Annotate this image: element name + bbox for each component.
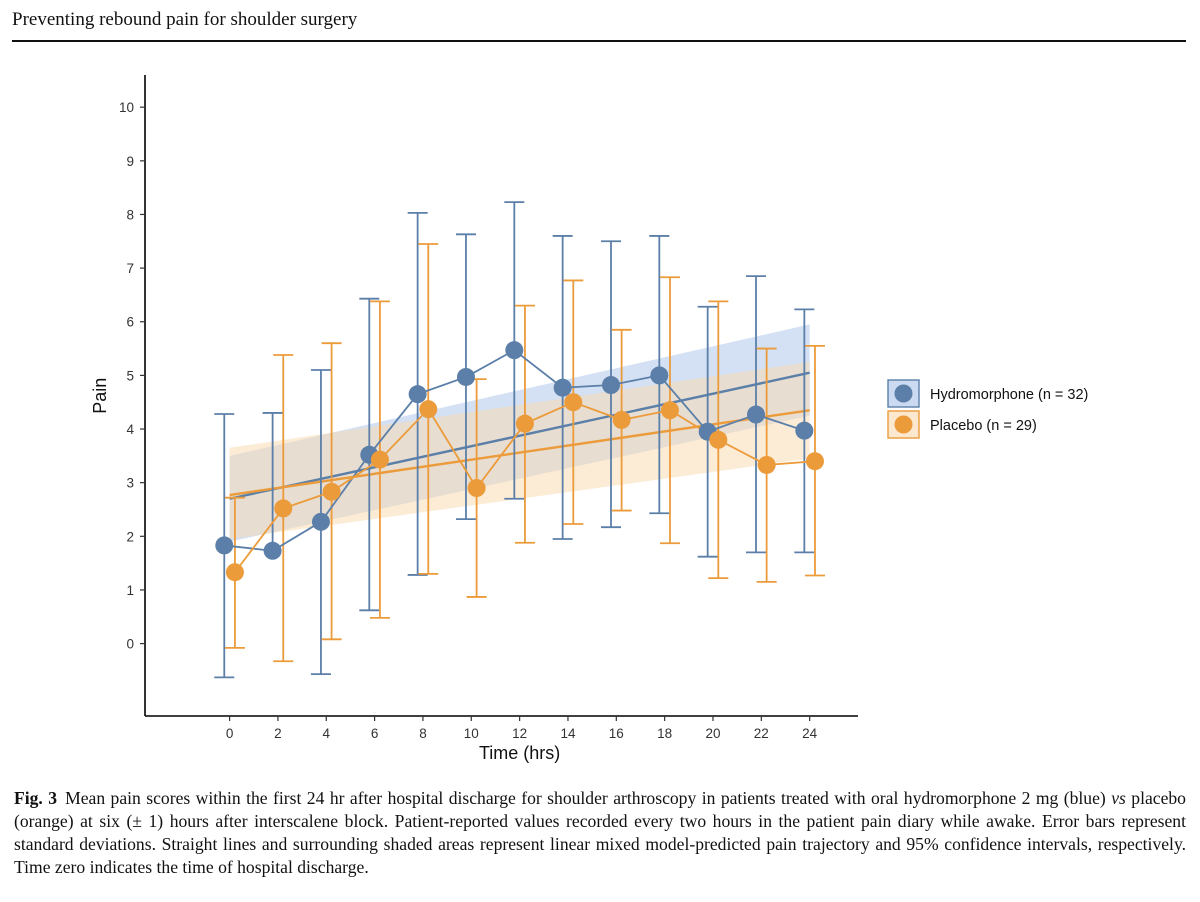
y-tick-label: 7: [126, 261, 134, 276]
caption-text-2: placebo (orange) at six (± 1) hours afte…: [14, 788, 1186, 877]
placebo-point: [467, 479, 486, 498]
placebo-legend-label: Placebo (n = 29): [930, 418, 1037, 434]
hydromorphone-point: [505, 341, 524, 360]
x-tick-label: 4: [323, 726, 331, 741]
y-tick-label: 4: [126, 422, 134, 437]
placebo-point: [709, 430, 728, 449]
x-tick-label: 14: [560, 726, 576, 741]
hydromorphone-point: [263, 541, 282, 560]
placebo-legend-marker: [894, 415, 913, 434]
hydromorphone-point: [408, 385, 427, 404]
legend: Hydromorphone (n = 32) Placebo (n = 29): [887, 379, 1088, 439]
hydromorphone-point: [747, 405, 766, 424]
placebo-point: [564, 393, 583, 412]
x-tick-label: 6: [371, 726, 379, 741]
x-tick-label: 12: [512, 726, 527, 741]
hydromorphone-point: [601, 376, 620, 395]
hydromorphone-point: [553, 378, 572, 397]
hydromorphone-point: [311, 512, 330, 531]
placebo-point: [274, 499, 293, 518]
x-axis-label: Time (hrs): [479, 743, 560, 763]
y-tick-label: 6: [126, 315, 134, 330]
placebo-point: [612, 410, 631, 429]
placebo-point: [515, 414, 534, 433]
x-tick-label: 22: [754, 726, 769, 741]
y-tick-label: 0: [126, 637, 134, 652]
hydromorphone-legend-label: Hydromorphone (n = 32): [930, 387, 1088, 403]
x-tick-label: 8: [419, 726, 427, 741]
placebo-ci-band: [229, 361, 810, 539]
trend-lines: [229, 371, 810, 500]
hydromorphone-trend-line: [229, 371, 810, 500]
x-tick-label: 24: [802, 726, 818, 741]
running-header: Preventing rebound pain for shoulder sur…: [12, 9, 358, 30]
hydromorphone-legend-marker: [894, 384, 913, 403]
x-tick-label: 16: [609, 726, 624, 741]
y-tick-label: 2: [126, 529, 134, 544]
caption-label: Fig. 3: [14, 788, 58, 808]
placebo-trend-line: [229, 409, 810, 497]
placebo-point: [370, 450, 389, 469]
placebo-point: [757, 455, 776, 474]
y-tick-label: 3: [126, 476, 134, 491]
caption-vs: vs: [1111, 788, 1126, 808]
hydromorphone-point: [650, 366, 669, 385]
hydromorphone-point: [215, 536, 234, 555]
placebo-point: [660, 401, 679, 420]
y-tick-label: 5: [126, 368, 134, 383]
placebo-point: [805, 452, 824, 471]
x-tick-label: 0: [226, 726, 234, 741]
y-tick-label: 1: [126, 583, 134, 598]
data-points: [215, 341, 824, 582]
y-axis-label: Pain: [90, 378, 110, 414]
x-tick-label: 18: [657, 726, 672, 741]
x-tick-label: 10: [464, 726, 479, 741]
placebo-point: [322, 482, 341, 501]
placebo-point: [225, 563, 244, 582]
y-tick-label: 9: [126, 154, 134, 169]
placebo-point: [419, 400, 438, 419]
figure-caption: Fig. 3 Mean pain scores within the first …: [14, 787, 1186, 879]
caption-text-1: Mean pain scores within the first 24 hr …: [65, 788, 1112, 808]
y-tick-label: 8: [126, 207, 134, 222]
hydromorphone-point: [456, 367, 475, 386]
hydromorphone-point: [795, 421, 814, 440]
x-tick-label: 2: [274, 726, 282, 741]
header-rule: [12, 40, 1186, 42]
y-tick-label: 10: [119, 100, 134, 115]
x-tick-label: 20: [705, 726, 720, 741]
